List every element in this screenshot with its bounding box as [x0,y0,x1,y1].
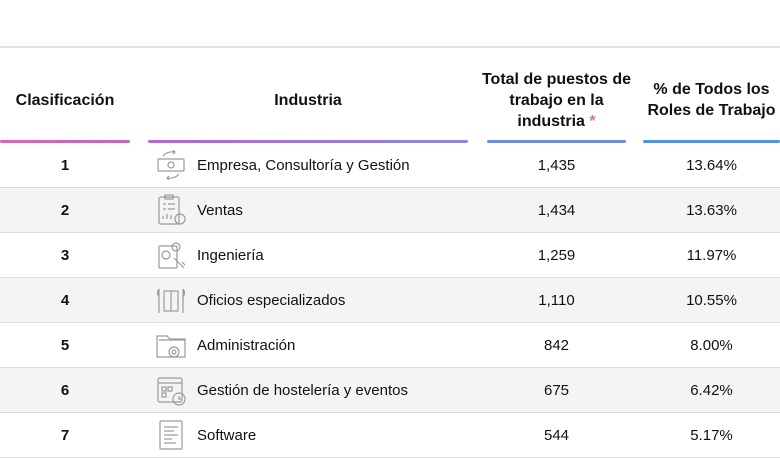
total-cell: 675 [543,381,570,399]
folder-gear-icon [156,335,186,358]
rank-cell: 5 [60,336,70,354]
money-exchange-icon [157,149,185,181]
header-total-text: Total de puestos de trabajo en la indust… [481,70,632,130]
industry-name: Empresa, Consultoría y Gestión [197,156,410,174]
table-row: 2 Ventas 1,434 13.63% [0,188,780,233]
industry-cell: Administración [148,323,468,367]
industry-cell: Oficios especializados [148,278,468,322]
calendar-clock-icon [157,377,186,406]
industry-name: Administración [197,336,296,354]
percent-cell: 8.00% [690,336,733,354]
rank-cell: 7 [60,426,70,444]
total-cell: 842 [543,336,570,354]
table-row: 3 Ingeniería 1,259 11.97% [0,233,780,278]
table-row: 6 Gestión de hostelería y eventos 675 6.… [0,368,780,413]
industry-cell: Empresa, Consultoría y Gestión [148,143,468,187]
table-row: 4 Oficios especializados 1,110 10.55% [0,278,780,323]
industry-cell: Software [148,413,468,457]
percent-cell: 11.97% [686,246,737,264]
top-divider [0,46,780,48]
header-underline-total [487,140,626,143]
total-cell: 1,434 [537,201,576,219]
header-total: Total de puestos de trabajo en la indust… [480,60,633,140]
tools-icon [156,288,186,313]
percent-cell: 5.17% [690,426,733,444]
industry-name: Software [197,426,257,444]
table-row: 5 Administración 842 8.00% [0,323,780,368]
table-row: 7 Software 544 5.17% [0,413,780,458]
industry-cell: Ingeniería [148,233,468,277]
percent-cell: 6.42% [690,381,733,399]
percent-cell: 10.55% [686,291,737,309]
rank-cell: 2 [60,201,70,219]
footnote-mark: * [589,112,596,130]
industry-name: Oficios especializados [197,291,346,309]
header-underline-percent [643,140,780,143]
header-industry: Industria [274,91,342,109]
industry-table-body: 1 Empresa, Consultoría y Gestión 1,435 1… [0,143,780,458]
industry-cell: Gestión de hostelería y eventos [148,368,468,412]
sales-report-icon [158,194,186,225]
percent-cell: 13.64% [686,156,737,174]
total-cell: 1,110 [538,291,575,309]
header-underline-industry [148,140,468,143]
header-underline-rank [0,140,130,143]
industry-name: Ventas [197,201,243,219]
total-cell: 544 [543,426,570,444]
code-document-icon [159,420,183,450]
industry-name: Gestión de hostelería y eventos [197,381,408,399]
engineering-gears-icon [158,242,186,269]
rank-cell: 6 [60,381,70,399]
rank-cell: 3 [60,246,70,264]
header-percent: % de Todos los Roles de Trabajo [647,81,776,119]
header-rank: Clasificación [15,91,115,109]
total-cell: 1,259 [537,246,576,264]
industry-cell: Ventas [148,188,468,232]
rank-cell: 4 [60,291,70,309]
percent-cell: 13.63% [686,201,737,219]
industry-name: Ingeniería [197,246,264,264]
total-cell: 1,435 [537,156,576,174]
rank-cell: 1 [60,156,70,174]
table-row: 1 Empresa, Consultoría y Gestión 1,435 1… [0,143,780,188]
